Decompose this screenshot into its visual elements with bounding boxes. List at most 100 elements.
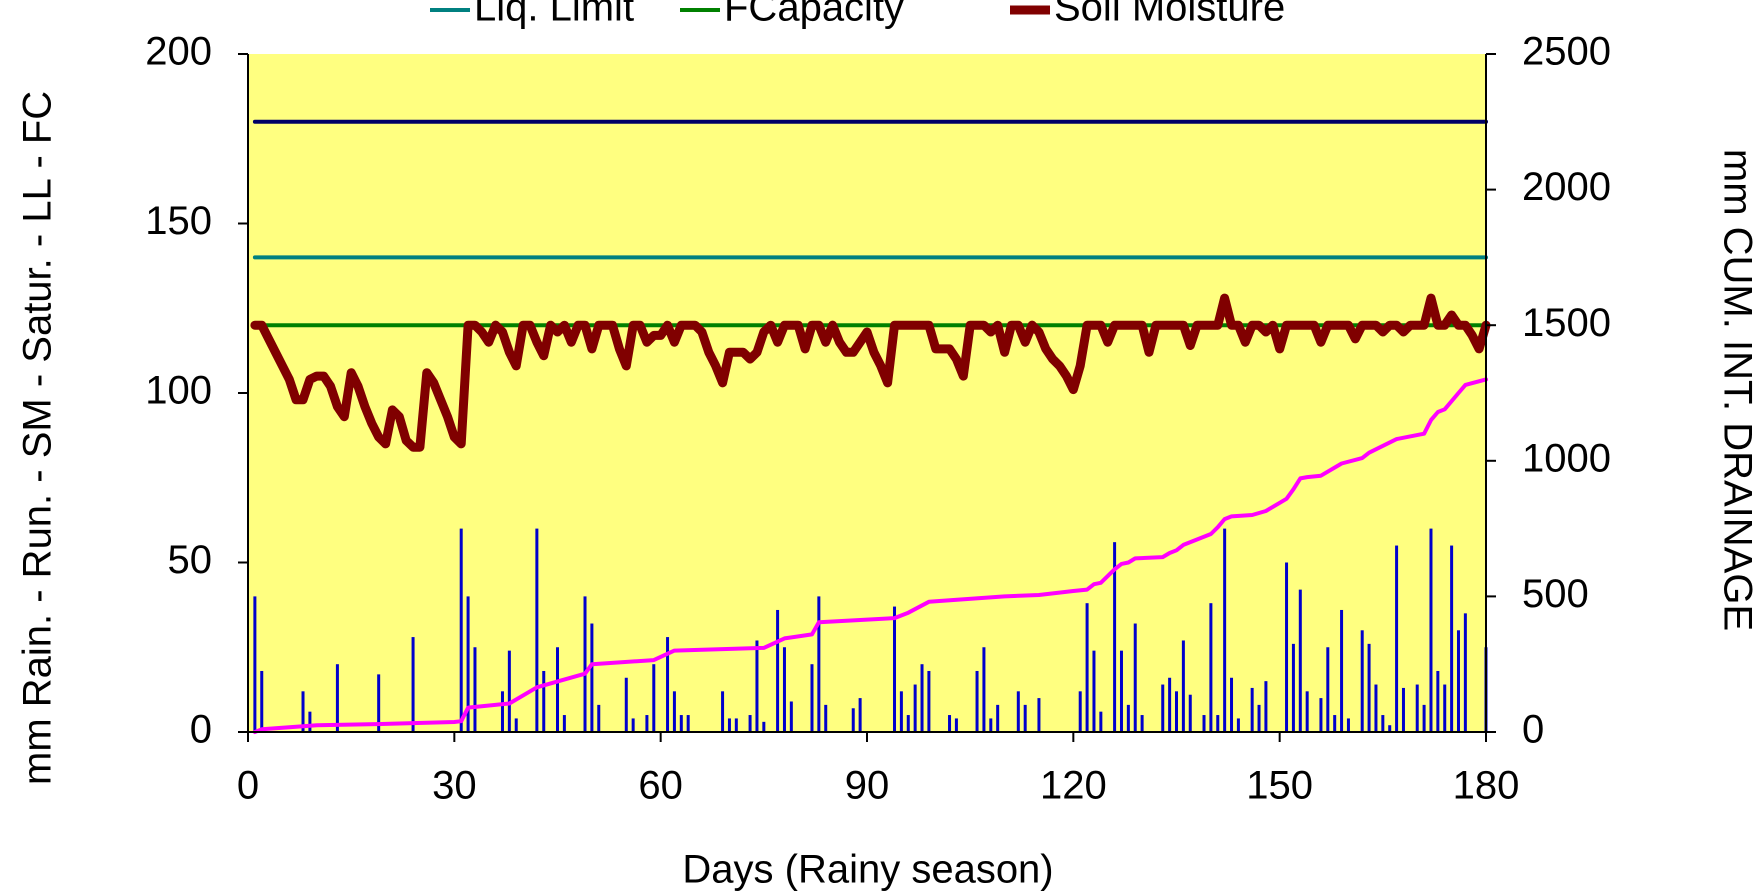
rain-bar [666, 637, 670, 732]
rain-bar [377, 674, 381, 732]
rain-bar [1085, 603, 1089, 732]
rain-bar [672, 691, 676, 732]
y2-tick-label: 1500 [1522, 301, 1611, 345]
x-tick-label: 0 [237, 764, 259, 808]
rain-bar [851, 708, 855, 732]
x-tick-label: 180 [1453, 764, 1520, 808]
rain-bar [542, 670, 546, 732]
rain-bar [1443, 684, 1447, 732]
y-tick-label: 150 [145, 199, 212, 243]
rain-bar [1037, 698, 1041, 732]
rain-bar [1078, 691, 1082, 732]
rain-bar [590, 623, 594, 732]
rain-bar [1133, 623, 1137, 732]
rain-bar [954, 718, 958, 732]
rain-bar [260, 670, 264, 732]
rain-bar [913, 684, 917, 732]
rain-bar [1436, 670, 1440, 732]
rain-bar [721, 691, 725, 732]
rain-bar [1305, 691, 1309, 732]
rain-bar [755, 640, 759, 732]
rain-bar [1333, 715, 1337, 732]
rain-bar [1422, 704, 1426, 732]
rain-bar [906, 715, 910, 732]
y-tick-label: 50 [168, 538, 213, 582]
rain-bar [1209, 603, 1213, 732]
rain-bar [335, 664, 339, 732]
rain-bar [975, 670, 979, 732]
rain-bar [411, 637, 415, 732]
rain-bar [776, 609, 780, 732]
rain-bar [748, 715, 752, 732]
rain-bar [1023, 704, 1027, 732]
rain-bar [473, 647, 477, 732]
rain-bar [1250, 687, 1254, 732]
y-tick-label: 100 [145, 369, 212, 413]
rain-bar [1429, 528, 1433, 732]
rain-bar [562, 715, 566, 732]
rain-bar [1168, 677, 1172, 732]
rain-bar [1340, 609, 1344, 732]
x-axis-title: Days (Rainy season) [682, 848, 1053, 892]
rain-bar [927, 670, 931, 732]
rain-bar [1188, 694, 1192, 732]
rain-bar [996, 704, 1000, 732]
rain-bar [645, 715, 649, 732]
rain-bar [507, 650, 511, 732]
rain-bar [1401, 687, 1405, 732]
y-axis-title: mm Rain. - Run. - SM - Satur. - LL - FC [16, 91, 60, 785]
rain-bar [1415, 684, 1419, 732]
rain-bar [1161, 684, 1165, 732]
y-tick-label: 0 [190, 708, 212, 752]
x-tick-label: 120 [1040, 764, 1107, 808]
rain-bar [817, 596, 821, 732]
x-tick-label: 90 [845, 764, 890, 808]
rain-bar [1230, 677, 1234, 732]
rain-bar [1223, 528, 1227, 732]
legend-label: Liq. Limit [474, 0, 634, 30]
rain-bar [762, 721, 766, 732]
rain-bar [308, 711, 312, 732]
rain-bar [535, 528, 539, 732]
rain-bar [556, 647, 559, 732]
rain-bar [631, 718, 635, 732]
y2-tick-label: 2000 [1522, 165, 1611, 209]
y2-tick-label: 500 [1522, 572, 1589, 616]
rain-bar [920, 664, 924, 732]
rain-bar [1181, 640, 1185, 732]
x-tick-label: 60 [638, 764, 683, 808]
rain-bar [466, 596, 470, 732]
rain-bar [948, 715, 952, 732]
rain-bar [1140, 715, 1144, 732]
rain-bar [1463, 613, 1467, 732]
rain-bar [789, 701, 793, 732]
rain-bar [1285, 562, 1289, 732]
rain-bar [824, 704, 828, 732]
rain-bar [1450, 545, 1454, 732]
x-tick-label: 30 [432, 764, 477, 808]
rain-bar [989, 718, 993, 732]
rain-bar [1202, 715, 1206, 732]
rain-bar [1099, 711, 1103, 732]
rain-bar [1175, 691, 1178, 732]
rain-bar [1326, 647, 1330, 732]
rain-bar [1257, 704, 1261, 732]
rain-bar [727, 718, 731, 732]
rain-bar [583, 596, 587, 732]
rain-bar [1291, 643, 1295, 732]
legend-label: FCapacity [724, 0, 904, 30]
rain-bar [782, 647, 786, 732]
rain-bar [459, 528, 463, 732]
rain-bar [1016, 691, 1020, 732]
rain-bar [982, 647, 986, 732]
rain-bar [810, 664, 814, 732]
rain-bar [1319, 698, 1323, 732]
rain-bar [624, 677, 628, 732]
y2-tick-label: 0 [1522, 708, 1544, 752]
x-tick-label: 150 [1246, 764, 1313, 808]
rain-bar [858, 698, 862, 732]
rain-bar [1367, 643, 1371, 732]
series-line [250, 293, 1491, 452]
rain-bar [1216, 715, 1220, 732]
